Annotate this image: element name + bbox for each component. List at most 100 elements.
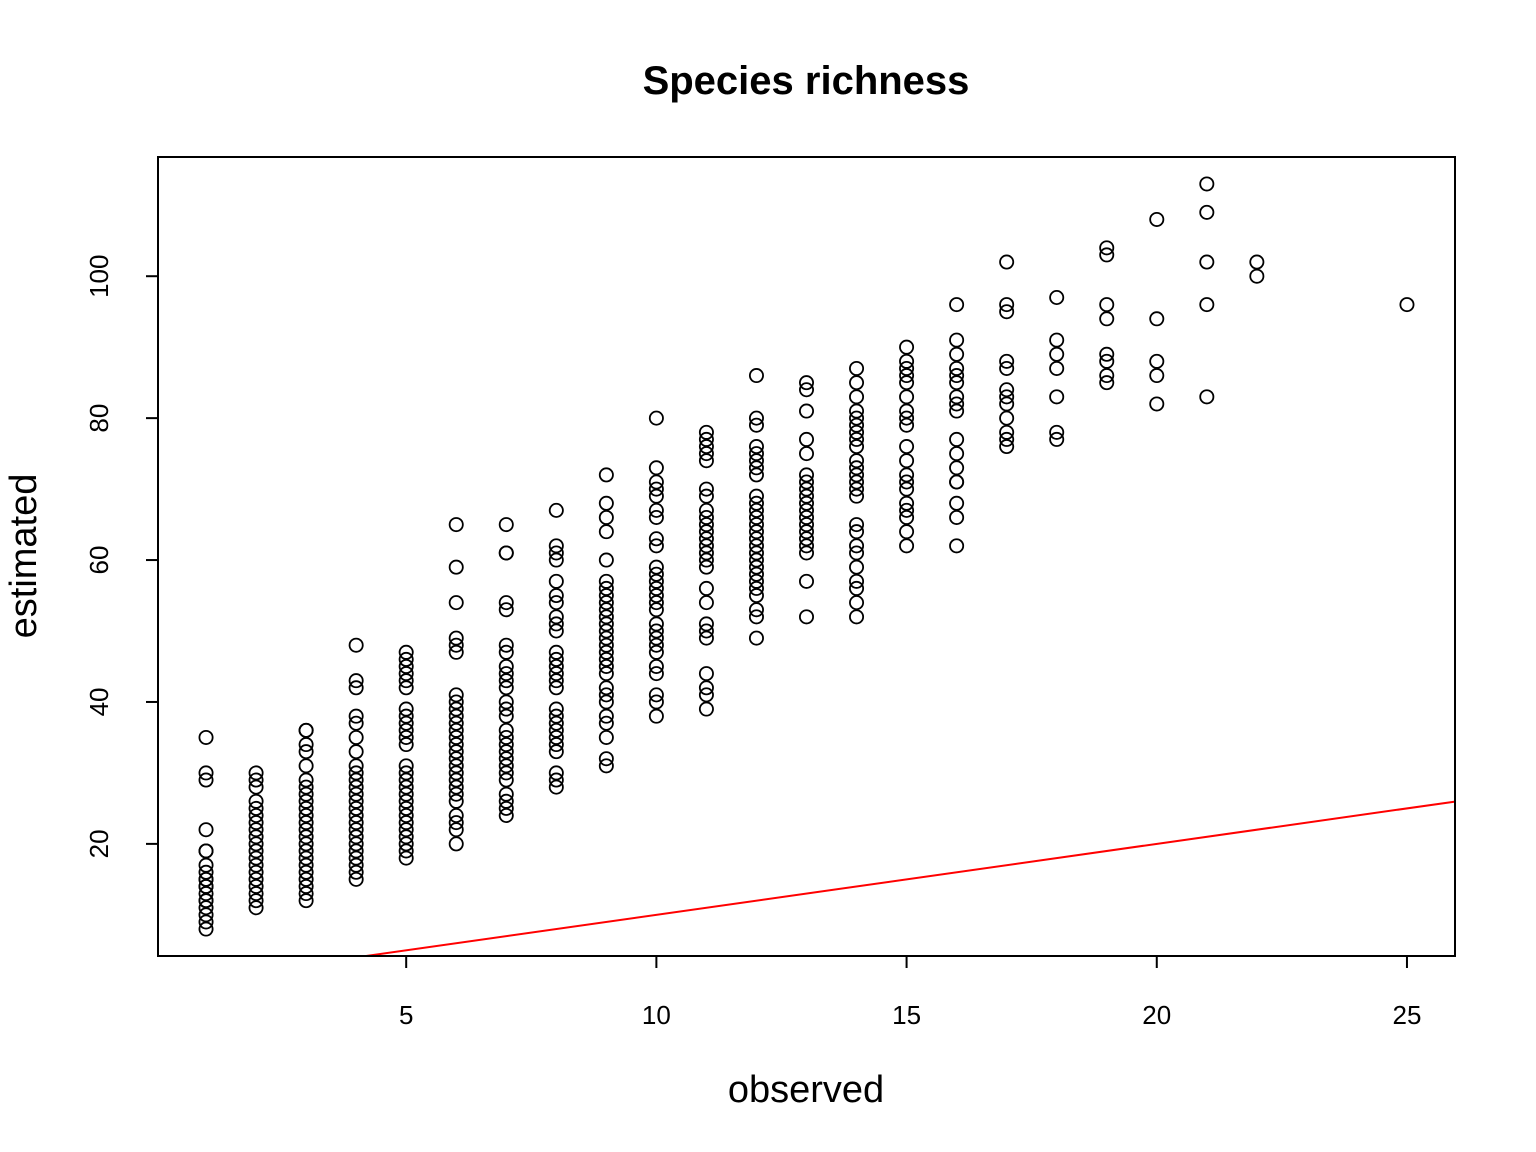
data-point <box>298 829 314 845</box>
data-point <box>799 573 815 589</box>
data-point <box>198 843 214 859</box>
data-point <box>348 758 364 774</box>
data-point <box>548 737 564 753</box>
data-point <box>548 658 564 674</box>
data-point <box>498 666 514 682</box>
data-point <box>799 382 815 398</box>
data-point <box>698 488 714 504</box>
data-point <box>548 708 564 724</box>
data-point <box>999 396 1015 412</box>
data-point <box>648 630 664 646</box>
data-point <box>849 389 865 405</box>
data-point <box>949 389 965 405</box>
data-point <box>598 623 614 639</box>
y-tick-label: 80 <box>84 404 114 433</box>
data-point <box>398 651 414 667</box>
data-point <box>348 871 364 887</box>
data-point <box>248 815 264 831</box>
data-point <box>448 822 464 838</box>
data-point <box>198 886 214 902</box>
data-point <box>548 609 564 625</box>
data-point <box>648 474 664 490</box>
data-point <box>648 644 664 660</box>
data-point <box>949 332 965 348</box>
data-point <box>748 545 764 561</box>
data-point <box>1249 268 1265 284</box>
data-point <box>1099 240 1115 256</box>
data-point <box>348 822 364 838</box>
data-point <box>448 722 464 738</box>
data-point <box>1099 353 1115 369</box>
data-point <box>348 744 364 760</box>
data-point <box>1199 204 1215 220</box>
data-point <box>999 439 1015 455</box>
data-point <box>899 495 915 511</box>
data-point <box>548 623 564 639</box>
data-point <box>698 580 714 596</box>
data-point <box>999 424 1015 440</box>
data-point <box>348 779 364 795</box>
data-point <box>799 609 815 625</box>
data-point <box>698 538 714 554</box>
data-point <box>548 701 564 717</box>
data-point <box>548 772 564 788</box>
data-point <box>648 602 664 618</box>
data-point <box>698 616 714 632</box>
data-point <box>698 509 714 525</box>
data-point <box>398 680 414 696</box>
data-point <box>348 815 364 831</box>
y-tick-label: 100 <box>84 255 114 298</box>
data-point <box>748 453 764 469</box>
data-point <box>198 921 214 937</box>
data-point <box>849 580 865 596</box>
data-point <box>849 545 865 561</box>
data-point <box>498 737 514 753</box>
data-point <box>498 701 514 717</box>
data-point <box>648 488 664 504</box>
data-point <box>398 843 414 859</box>
data-point <box>899 389 915 405</box>
data-point <box>799 403 815 419</box>
data-point <box>698 687 714 703</box>
data-point <box>498 694 514 710</box>
data-point <box>498 793 514 809</box>
data-point <box>548 765 564 781</box>
data-point <box>849 453 865 469</box>
data-point <box>748 460 764 476</box>
data-point <box>949 446 965 462</box>
data-point <box>198 914 214 930</box>
data-point <box>298 822 314 838</box>
data-point <box>198 772 214 788</box>
data-point <box>598 509 614 525</box>
data-point <box>1149 396 1165 412</box>
data-point <box>498 637 514 653</box>
data-point <box>949 538 965 554</box>
data-point <box>799 431 815 447</box>
data-point <box>398 722 414 738</box>
data-point <box>298 850 314 866</box>
data-point <box>849 460 865 476</box>
data-point <box>348 800 364 816</box>
data-point <box>498 517 514 533</box>
data-point <box>548 722 564 738</box>
data-point <box>1199 254 1215 270</box>
data-point <box>398 815 414 831</box>
data-point <box>849 524 865 540</box>
data-point <box>849 467 865 483</box>
data-point <box>799 502 815 518</box>
data-point <box>198 900 214 916</box>
data-point <box>799 467 815 483</box>
data-point <box>248 779 264 795</box>
data-point <box>298 843 314 859</box>
data-point <box>448 815 464 831</box>
data-point <box>548 744 564 760</box>
data-point <box>748 559 764 575</box>
data-point <box>498 673 514 689</box>
data-point <box>398 829 414 845</box>
data-point <box>498 545 514 561</box>
data-point <box>448 694 464 710</box>
data-point <box>398 836 414 852</box>
data-point <box>1049 360 1065 376</box>
data-point <box>398 850 414 866</box>
data-point <box>698 502 714 518</box>
